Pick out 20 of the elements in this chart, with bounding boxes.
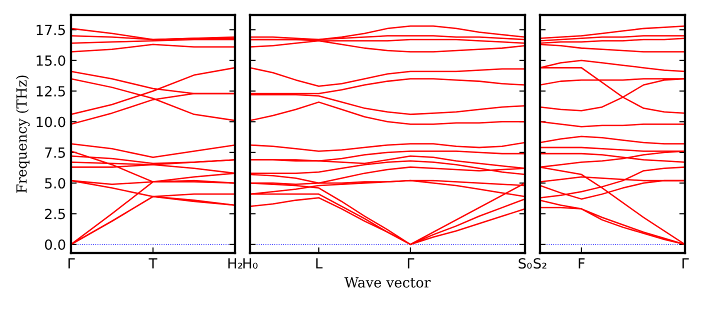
y-tick-label: 0.0 (44, 239, 66, 250)
x-tick-label: H₂ (228, 258, 242, 268)
x-tick-label: Γ (408, 258, 414, 268)
y-tick-label: 15.0 (36, 55, 66, 66)
x-tick-label: L (316, 258, 323, 268)
x-tick-label: Γ (68, 258, 75, 268)
x-tick-label: T (148, 258, 158, 268)
y-tick-label: 17.5 (36, 24, 65, 36)
x-axis-title: Wave vector (344, 277, 431, 288)
y-axis-title: Frequency (THz) (16, 76, 30, 193)
y-tick-label: 12.5 (36, 86, 65, 97)
x-tick-label: F (578, 258, 585, 268)
x-tick-label: H₀ (243, 258, 258, 269)
y-tick-label: 2.5 (45, 208, 65, 220)
y-tick-label: 10.0 (36, 116, 66, 128)
x-tick-label: S₂ (534, 258, 546, 269)
x-tick-label: S₀ (518, 258, 532, 269)
x-tick-label: Γ (682, 258, 689, 268)
y-tick-label: 5.0 (45, 178, 66, 189)
y-tick-label: 7.5 (45, 148, 65, 158)
